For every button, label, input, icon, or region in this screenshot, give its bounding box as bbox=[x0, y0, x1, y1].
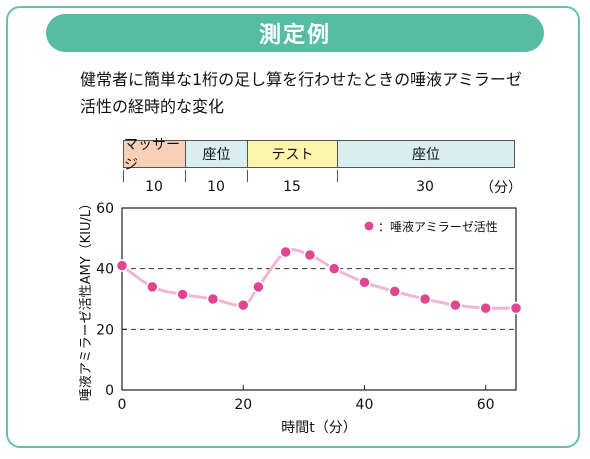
data-point bbox=[146, 280, 159, 294]
data-point bbox=[418, 292, 432, 306]
data-point bbox=[303, 248, 317, 262]
panel-frame bbox=[6, 6, 580, 448]
phase-duration: 15 bbox=[283, 179, 301, 195]
phase-sitting-1: 座位 bbox=[186, 141, 248, 167]
phase-tick bbox=[247, 170, 248, 182]
description: 健常者に簡単な1桁の足し算を行わせたときの唾液アミラーゼ 活性の経時的な変化 bbox=[80, 66, 550, 120]
y-tick-label: 20 bbox=[96, 322, 114, 338]
data-point bbox=[358, 276, 371, 289]
phase-duration: 30 bbox=[416, 179, 434, 195]
data-point bbox=[279, 245, 292, 259]
phase-tick bbox=[185, 170, 186, 182]
data-point bbox=[252, 280, 265, 294]
title-bar: 測定例 bbox=[46, 14, 544, 52]
y-tick-label: 0 bbox=[105, 383, 114, 399]
data-point bbox=[236, 298, 250, 312]
data-point bbox=[479, 301, 492, 315]
data-point bbox=[206, 292, 220, 306]
plot-area bbox=[121, 207, 517, 391]
x-tick-label: 60 bbox=[477, 397, 495, 413]
legend-marker bbox=[363, 220, 375, 232]
phase-duration: 10 bbox=[145, 179, 163, 195]
x-tick-label: 40 bbox=[356, 397, 374, 413]
description-line-2: 活性の経時的な変化 bbox=[80, 97, 225, 116]
x-tick-label: 20 bbox=[234, 397, 252, 413]
y-axis-title: 唾液アミラーゼ活性AMY（KIU/L） bbox=[79, 197, 94, 401]
page-title: 測定例 bbox=[258, 23, 331, 48]
data-point bbox=[449, 298, 462, 312]
phase-tick bbox=[123, 170, 124, 182]
data-point bbox=[115, 259, 129, 272]
x-axis-title: 時間t（分） bbox=[281, 420, 357, 436]
phase-test: テスト bbox=[248, 141, 338, 167]
x-tick-label: 0 bbox=[118, 397, 127, 413]
description-line-1: 健常者に簡単な1桁の足し算を行わせたときの唾液アミラーゼ bbox=[80, 70, 522, 89]
data-point bbox=[509, 301, 523, 315]
legend-label: ：唾液アミラーゼ活性 bbox=[378, 219, 498, 234]
data-point bbox=[176, 288, 189, 301]
duration-unit: （分） bbox=[480, 180, 522, 196]
phase-tick bbox=[337, 170, 338, 182]
data-point bbox=[327, 262, 341, 275]
data-point bbox=[388, 285, 402, 298]
duration-row: 10 10 15 30 bbox=[123, 173, 531, 201]
phase-timeline: マッサージ 座位 テスト 座位 bbox=[123, 137, 515, 173]
phase-sitting-2: 座位 bbox=[338, 141, 514, 167]
y-tick-label: 40 bbox=[96, 262, 114, 278]
y-tick-label: 60 bbox=[96, 201, 114, 217]
phase-massage: マッサージ bbox=[124, 137, 186, 173]
phase-duration: 10 bbox=[207, 179, 225, 195]
